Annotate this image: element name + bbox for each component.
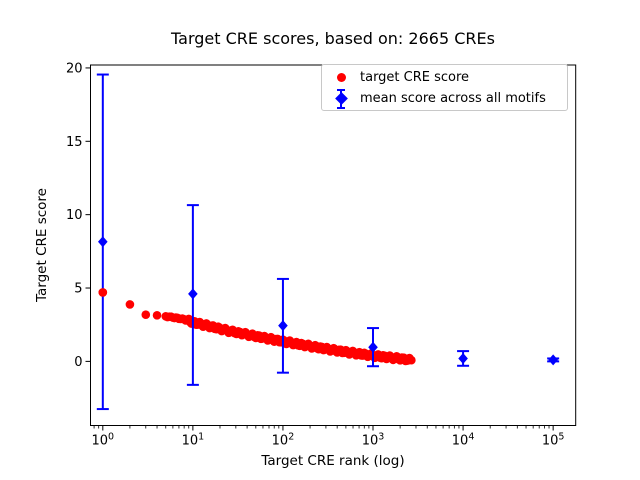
legend-marker-cell <box>322 88 360 109</box>
scatter-point <box>152 311 162 320</box>
blue-diamond-errorbar-icon <box>334 88 348 109</box>
y-tick-label: 5 <box>74 282 82 297</box>
y-tick-label: 20 <box>66 61 83 76</box>
legend-label: mean score across all motifs <box>360 91 546 106</box>
y-tick-label: 10 <box>66 208 83 223</box>
y-tick-label: 15 <box>66 135 83 150</box>
legend-item-target-score: target CRE score <box>322 67 567 88</box>
x-tick-label: 102 <box>272 432 295 449</box>
mean-score-marker <box>188 288 198 300</box>
x-tick-label: 105 <box>542 432 565 449</box>
legend-item-mean-score: mean score across all motifs <box>322 88 567 109</box>
red-circle-icon <box>336 73 346 82</box>
mean-score-marker <box>98 236 108 248</box>
x-tick-label: 101 <box>182 432 205 449</box>
mean-score-marker <box>458 352 468 364</box>
y-tick-label: 0 <box>74 355 82 370</box>
y-axis-label: Target CRE score <box>34 188 50 302</box>
scatter-point <box>98 288 108 297</box>
x-axis-label: Target CRE rank (log) <box>261 453 405 469</box>
scatter-point <box>407 355 416 365</box>
legend-label: target CRE score <box>360 70 470 85</box>
mean-score-marker <box>368 341 378 353</box>
mean-score-marker <box>548 354 558 366</box>
x-tick-label: 100 <box>92 432 115 449</box>
chart-title: Target CRE scores, based on: 2665 CREs <box>171 29 495 48</box>
legend: target CRE score mean score across all m… <box>321 64 568 111</box>
mean-score-marker <box>278 320 288 332</box>
x-tick-label: 104 <box>452 432 475 449</box>
scatter-point <box>125 300 135 309</box>
x-tick-label: 103 <box>362 432 385 449</box>
plot-border <box>90 64 577 426</box>
scatter-point <box>141 310 151 320</box>
legend-marker-cell <box>322 73 360 82</box>
